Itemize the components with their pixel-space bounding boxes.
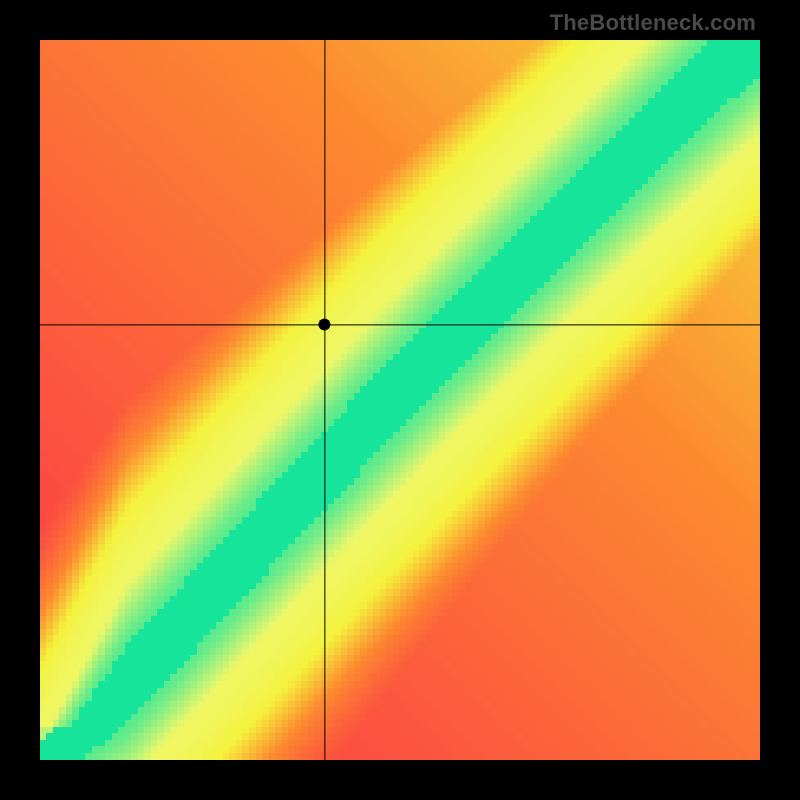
heatmap-canvas: [40, 40, 760, 760]
watermark-text: TheBottleneck.com: [550, 10, 756, 36]
bottleneck-heatmap: [40, 40, 760, 760]
